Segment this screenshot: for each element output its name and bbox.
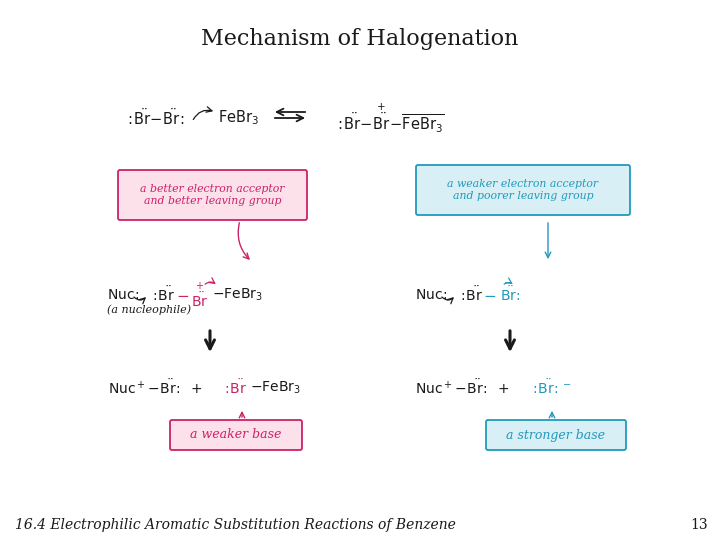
Text: $:\!\ddot{\mathrm{Br}}\!-\!\overset{+}{\ddot{\mathrm{Br}}}\!-\!\overline{\mathrm: $:\!\ddot{\mathrm{Br}}\!-\!\overset{+}{\… [335,101,444,135]
Text: (a nucleophile): (a nucleophile) [107,305,191,315]
FancyBboxPatch shape [416,165,630,215]
Text: $-$: $-$ [483,288,497,302]
Text: 13: 13 [690,518,708,532]
Text: $-\mathrm{FeBr_3}$: $-\mathrm{FeBr_3}$ [212,287,263,303]
Text: $:\!\ddot{\mathrm{Br}}\!-\!\ddot{\mathrm{Br}}\!:$: $:\!\ddot{\mathrm{Br}}\!-\!\ddot{\mathrm… [125,107,184,129]
Text: $:\!\ddot{\mathrm{Br}}$: $:\!\ddot{\mathrm{Br}}$ [458,286,483,305]
Text: $:\!\ddot{\mathrm{Br}}$: $:\!\ddot{\mathrm{Br}}$ [150,286,175,305]
Text: $\mathrm{FeBr_3}$: $\mathrm{FeBr_3}$ [218,109,259,127]
Text: $\overset{+}{\ddot{\mathrm{Br}}}$: $\overset{+}{\ddot{\mathrm{Br}}}$ [192,280,209,309]
Text: $\mathrm{Nuc}^+\!-\!\ddot{\mathrm{Br}}\!:\ +\ $: $\mathrm{Nuc}^+\!-\!\ddot{\mathrm{Br}}\!… [108,379,202,397]
FancyBboxPatch shape [170,420,302,450]
Text: $-$: $-$ [176,288,189,302]
Text: $\ddot{\mathrm{Br}}\!:$: $\ddot{\mathrm{Br}}\!:$ [500,286,521,305]
Text: a weaker electron acceptor
and poorer leaving group: a weaker electron acceptor and poorer le… [447,179,598,201]
FancyBboxPatch shape [118,170,307,220]
Text: $\mathrm{Nuc\!:}$: $\mathrm{Nuc\!:}$ [415,288,447,302]
Text: $:\!\ddot{\mathrm{Br}}$: $:\!\ddot{\mathrm{Br}}$ [222,379,247,397]
Text: a better electron acceptor
and better leaving group: a better electron acceptor and better le… [140,184,284,206]
Text: $\mathrm{Nuc\!:}$: $\mathrm{Nuc\!:}$ [107,288,139,302]
Text: $\mathrm{Nuc}^+\!-\!\ddot{\mathrm{Br}}\!:\ +\ $: $\mathrm{Nuc}^+\!-\!\ddot{\mathrm{Br}}\!… [415,379,509,397]
Text: 16.4 Electrophilic Aromatic Substitution Reactions of Benzene: 16.4 Electrophilic Aromatic Substitution… [15,518,456,532]
Text: $:\!\ddot{\mathrm{Br}}\!:^-$: $:\!\ddot{\mathrm{Br}}\!:^-$ [530,379,572,397]
Text: a weaker base: a weaker base [190,429,282,442]
Text: $-\mathrm{FeBr_3}$: $-\mathrm{FeBr_3}$ [250,380,301,396]
Text: Mechanism of Halogenation: Mechanism of Halogenation [202,28,518,50]
FancyBboxPatch shape [486,420,626,450]
Text: a stronger base: a stronger base [506,429,606,442]
